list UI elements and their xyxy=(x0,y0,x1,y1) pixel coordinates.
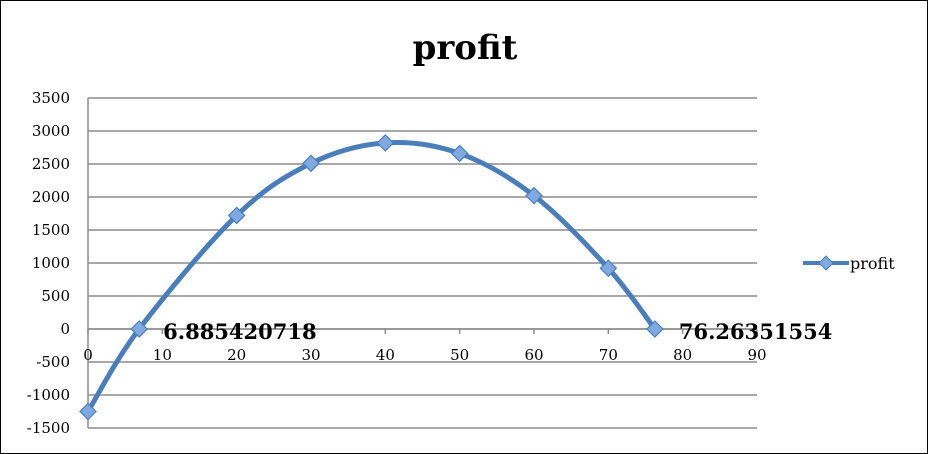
data-point-marker xyxy=(79,402,97,421)
y-tick-label: -1500 xyxy=(27,419,70,437)
data-point-marker xyxy=(302,154,320,173)
x-tick-label: 70 xyxy=(599,346,618,364)
grid-lines xyxy=(88,97,757,429)
y-tick-label: 500 xyxy=(41,287,70,305)
y-tick-label: 0 xyxy=(60,320,70,338)
axes xyxy=(87,98,758,428)
data-point-marker xyxy=(130,320,149,338)
y-tick-label: 2500 xyxy=(32,155,70,173)
y-tick-label: -1000 xyxy=(27,386,70,404)
data-point-marker xyxy=(376,134,395,152)
data-point-marker xyxy=(599,259,618,278)
y-tick-label: 2000 xyxy=(32,188,70,206)
x-tick-labels: 0 10 20 30 40 50 60 70 80 90 xyxy=(83,346,766,364)
y-tick-label: 1000 xyxy=(32,254,70,272)
data-label: 76.26351554 xyxy=(679,319,832,344)
y-tick-label: -500 xyxy=(36,353,70,371)
x-tick-label: 30 xyxy=(301,346,320,364)
legend: profit xyxy=(803,254,895,273)
chart-title: profit xyxy=(413,28,518,68)
data-annotations: 6.885420718 76.26351554 xyxy=(163,319,832,344)
data-point-marker xyxy=(227,206,246,225)
data-point-marker xyxy=(525,186,543,205)
y-tick-label: 1500 xyxy=(32,221,70,239)
x-tick-label: 80 xyxy=(673,346,692,364)
legend-label: profit xyxy=(850,254,895,273)
data-markers xyxy=(79,134,664,421)
x-tick-label: 10 xyxy=(153,346,172,364)
legend-marker xyxy=(818,255,834,271)
x-tick-label: 90 xyxy=(747,346,766,364)
series-line-profit xyxy=(85,140,658,414)
y-tick-label: 3500 xyxy=(32,89,70,107)
x-tick-label: 50 xyxy=(450,346,469,364)
y-tick-label: 3000 xyxy=(32,122,70,140)
x-tick-label: 20 xyxy=(227,346,246,364)
data-point-marker xyxy=(646,320,664,338)
y-tick-labels: -1500 -1000 -500 0 500 1000 1500 2000 2500 3000 35… xyxy=(27,89,70,437)
x-tick-label: 40 xyxy=(376,346,395,364)
data-label: 6.885420718 xyxy=(163,319,316,344)
x-tick-label: 0 xyxy=(83,346,93,364)
data-point-marker xyxy=(450,144,469,163)
x-tick-label: 60 xyxy=(524,346,543,364)
